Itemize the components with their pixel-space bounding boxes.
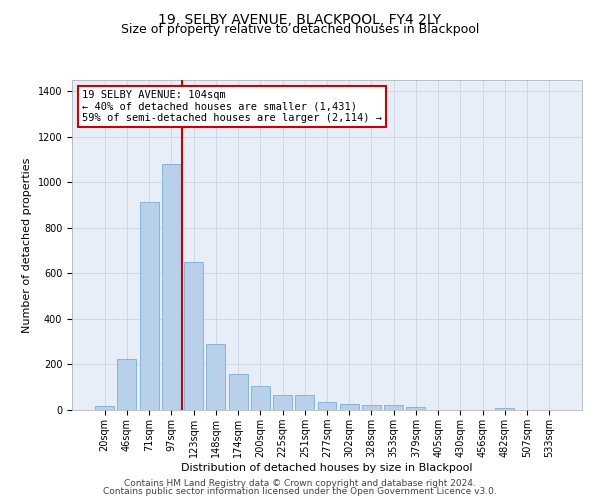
Bar	[295, 394, 314, 410]
Bar	[206, 344, 225, 410]
Bar	[251, 386, 270, 410]
Bar	[362, 405, 381, 410]
Bar	[317, 402, 337, 410]
Bar	[140, 202, 158, 410]
Text: Contains HM Land Registry data © Crown copyright and database right 2024.: Contains HM Land Registry data © Crown c…	[124, 478, 476, 488]
Bar	[95, 406, 114, 410]
Text: Size of property relative to detached houses in Blackpool: Size of property relative to detached ho…	[121, 22, 479, 36]
Y-axis label: Number of detached properties: Number of detached properties	[22, 158, 32, 332]
Bar	[162, 164, 181, 410]
Bar	[184, 262, 203, 410]
Bar	[406, 406, 425, 410]
Bar	[496, 408, 514, 410]
Text: Contains public sector information licensed under the Open Government Licence v3: Contains public sector information licen…	[103, 487, 497, 496]
Bar	[273, 394, 292, 410]
Bar	[229, 374, 248, 410]
X-axis label: Distribution of detached houses by size in Blackpool: Distribution of detached houses by size …	[181, 462, 473, 472]
Bar	[340, 404, 359, 410]
Text: 19, SELBY AVENUE, BLACKPOOL, FY4 2LY: 19, SELBY AVENUE, BLACKPOOL, FY4 2LY	[158, 12, 442, 26]
Text: 19 SELBY AVENUE: 104sqm
← 40% of detached houses are smaller (1,431)
59% of semi: 19 SELBY AVENUE: 104sqm ← 40% of detache…	[82, 90, 382, 123]
Bar	[118, 359, 136, 410]
Bar	[384, 405, 403, 410]
